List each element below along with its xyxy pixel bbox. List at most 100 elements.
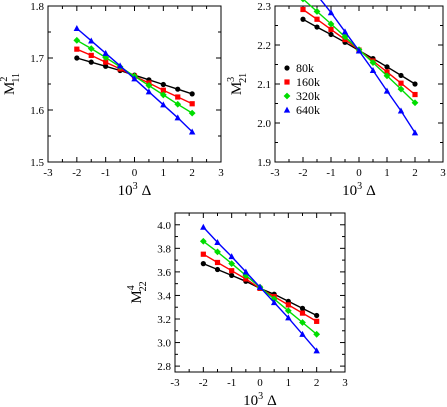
x-tick-label: 3 <box>342 377 348 389</box>
y-tick-label: 3.6 <box>157 267 171 279</box>
data-point <box>87 45 95 53</box>
data-point <box>73 36 81 44</box>
data-point <box>300 16 306 22</box>
data-point <box>214 248 221 256</box>
data-point <box>300 6 306 13</box>
x-tick-label: -3 <box>43 167 53 179</box>
x-tick-label: -2 <box>199 377 208 389</box>
data-point <box>242 268 250 275</box>
data-point <box>160 101 167 108</box>
data-point <box>243 276 249 282</box>
data-point <box>383 87 391 94</box>
y-axis-title: M211 <box>0 73 22 95</box>
data-point <box>285 302 291 308</box>
data-point <box>73 24 81 31</box>
data-point <box>199 237 207 245</box>
y-tick-label: 1.8 <box>30 1 44 13</box>
data-point <box>103 59 109 65</box>
data-point <box>314 16 320 22</box>
data-point <box>398 72 404 79</box>
data-point <box>313 347 320 354</box>
data-point <box>341 28 349 35</box>
data-point <box>412 91 418 98</box>
x-tick-label: 1 <box>384 167 390 179</box>
data-point <box>145 82 153 89</box>
data-point <box>159 91 167 99</box>
y-tick-label: 4.0 <box>157 220 171 232</box>
data-point <box>229 268 235 274</box>
data-point <box>160 81 166 88</box>
data-point <box>314 24 320 30</box>
plot-frame <box>174 212 346 373</box>
y-tick-label: 3.2 <box>157 314 171 326</box>
x-tick-label: 3 <box>440 167 446 179</box>
x-tick-label: 1 <box>161 167 167 179</box>
chart-panel-1: -3 -2 -1 0 1 2 3 1.5 1.6 1.7 1.8 103 Δ M211 <box>0 1 224 199</box>
y-tick-label: 2.8 <box>157 361 171 373</box>
data-point <box>314 312 320 319</box>
data-point <box>284 307 292 315</box>
data-point <box>314 318 320 324</box>
y-tick-label: 1.7 <box>30 53 44 65</box>
y-tick-label: 1.5 <box>30 157 44 169</box>
y-axis-title: M321 <box>226 73 249 95</box>
x-tick-label: 1 <box>286 377 292 389</box>
data-point <box>228 260 236 268</box>
series-4 <box>320 0 419 136</box>
data-point <box>188 109 196 117</box>
data-point <box>88 59 94 65</box>
plot-frame <box>47 5 222 163</box>
x-axis-title: 103 Δ <box>243 391 277 407</box>
data-point <box>174 114 181 121</box>
x-tick-label: 0 <box>132 167 138 179</box>
series-4 <box>200 223 320 354</box>
data-point <box>189 91 195 97</box>
data-point <box>214 259 221 266</box>
y-tick-label: 3.4 <box>157 290 171 302</box>
data-point <box>411 99 419 107</box>
legend-marker <box>283 106 291 113</box>
data-point <box>327 9 335 16</box>
x-tick-label: -3 <box>270 167 280 179</box>
data-point <box>116 62 124 69</box>
x-tick-label: 0 <box>356 167 362 179</box>
data-point <box>103 63 109 69</box>
chart-panel-3: -3 -2 -1 0 1 2 3 2.8 3.0 3.2 3.4 3.6 3.8 4.0 103 Δ M422 <box>126 212 348 407</box>
data-point <box>327 20 335 28</box>
y-tick-label: 3.0 <box>157 338 171 350</box>
x-tick-label: 2 <box>314 377 320 389</box>
y-tick-label: 2.1 <box>257 79 271 91</box>
x-axis-title: 103 Δ <box>342 181 376 199</box>
y-tick-label: 2.3 <box>257 1 271 13</box>
series-4 <box>73 24 196 135</box>
x-tick-label: 3 <box>218 167 224 179</box>
x-axis-title: 103 Δ <box>118 181 152 199</box>
data-point <box>412 81 418 87</box>
data-point <box>200 251 206 257</box>
x-tick-label: -1 <box>227 377 236 389</box>
x-tick-label: -1 <box>101 167 110 179</box>
data-point <box>384 64 390 70</box>
data-point <box>299 319 306 326</box>
legend-marker <box>284 79 290 85</box>
chart-panel-2: -3 -2 -1 0 1 2 3 1.9 2.0 2.1 2.2 2.3 103 Δ M321 80k160k… <box>226 0 446 199</box>
data-point <box>160 87 166 93</box>
data-point <box>189 101 195 107</box>
data-point <box>74 55 80 61</box>
data-point <box>188 128 196 135</box>
legend-label: 640k <box>296 103 320 117</box>
data-point <box>328 26 334 32</box>
legend-label: 80k <box>296 61 314 75</box>
data-point <box>397 85 405 93</box>
data-point <box>299 310 306 316</box>
x-tick-label: -2 <box>72 167 81 179</box>
data-point <box>174 100 182 108</box>
legend-label: 320k <box>296 89 320 103</box>
data-point <box>88 52 94 58</box>
x-tick-label: -2 <box>298 167 307 179</box>
y-tick-label: 3.8 <box>157 243 171 255</box>
data-point <box>175 86 181 92</box>
x-tick-label: -1 <box>326 167 335 179</box>
